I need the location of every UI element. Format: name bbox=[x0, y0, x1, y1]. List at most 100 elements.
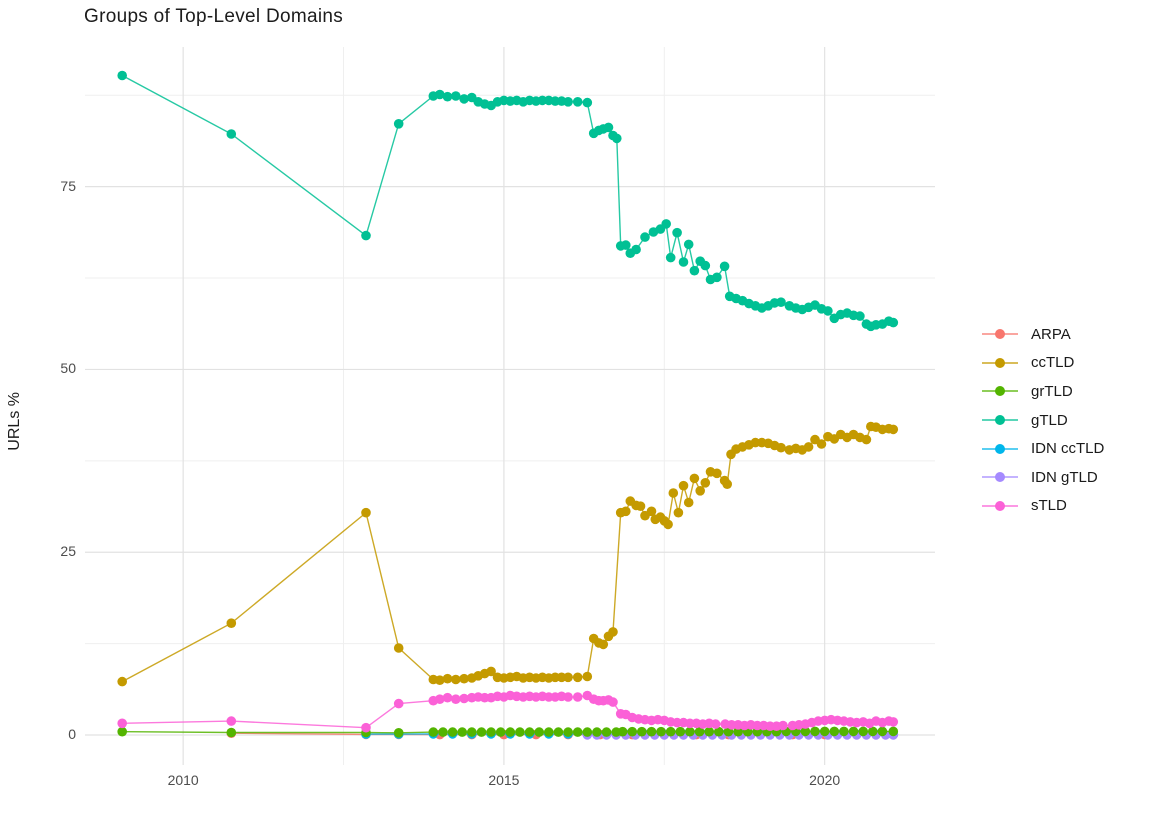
data-point bbox=[712, 272, 722, 283]
data-point bbox=[608, 627, 618, 637]
data-point bbox=[572, 97, 583, 107]
data-point bbox=[839, 726, 849, 737]
data-point bbox=[621, 240, 631, 250]
data-point bbox=[592, 727, 602, 737]
data-point bbox=[631, 244, 641, 255]
data-point bbox=[858, 726, 868, 737]
data-point bbox=[534, 727, 544, 737]
legend-item-grtld: grTLD bbox=[982, 377, 1104, 406]
data-point bbox=[712, 468, 722, 479]
chart-title: Groups of Top-Level Domains bbox=[84, 6, 344, 27]
data-point bbox=[700, 478, 711, 488]
data-point bbox=[598, 639, 609, 650]
legend-item-label: ARPA bbox=[1031, 325, 1071, 343]
data-point bbox=[663, 519, 673, 530]
data-point bbox=[544, 727, 554, 737]
data-point bbox=[678, 257, 689, 267]
data-point bbox=[714, 726, 724, 737]
data-point bbox=[635, 501, 646, 512]
data-point bbox=[467, 727, 477, 737]
data-point bbox=[673, 507, 684, 518]
data-point bbox=[888, 317, 899, 328]
data-point bbox=[447, 727, 458, 737]
data-point bbox=[393, 698, 404, 709]
data-point bbox=[553, 727, 564, 737]
data-point bbox=[888, 717, 899, 727]
data-point bbox=[776, 297, 786, 308]
data-point bbox=[661, 219, 671, 229]
series-grtld bbox=[117, 726, 899, 738]
data-point bbox=[733, 726, 743, 737]
data-point bbox=[563, 692, 573, 702]
data-point bbox=[694, 726, 705, 737]
data-point bbox=[778, 720, 788, 731]
legend-key-icon bbox=[982, 500, 1018, 512]
data-point bbox=[877, 726, 888, 737]
legend-key-icon bbox=[982, 357, 1018, 369]
data-point bbox=[495, 727, 506, 737]
data-point bbox=[442, 673, 453, 684]
legend-item-idn-gtld: IDN gTLD bbox=[982, 463, 1104, 492]
data-point bbox=[486, 666, 496, 677]
data-point bbox=[438, 727, 448, 737]
data-point bbox=[672, 227, 682, 238]
data-point bbox=[582, 671, 593, 682]
series-stld bbox=[117, 690, 899, 733]
data-point bbox=[451, 91, 461, 101]
data-point bbox=[685, 726, 695, 737]
data-point bbox=[640, 232, 650, 242]
data-point bbox=[819, 726, 830, 737]
data-point bbox=[637, 726, 647, 737]
data-point bbox=[442, 91, 453, 102]
data-point bbox=[451, 674, 461, 685]
x-tick-label-2010: 2010 bbox=[167, 772, 199, 788]
legend-item-label: grTLD bbox=[1031, 382, 1073, 400]
y-tick-label-50: 50 bbox=[60, 360, 76, 377]
legend-key-icon bbox=[982, 328, 1018, 340]
data-point bbox=[459, 673, 469, 684]
data-point bbox=[226, 727, 237, 738]
data-point bbox=[486, 727, 496, 737]
data-point bbox=[665, 726, 676, 737]
data-point bbox=[656, 726, 666, 737]
data-point bbox=[829, 726, 840, 737]
x-tick-label-2020: 2020 bbox=[809, 772, 841, 788]
data-point bbox=[393, 119, 404, 129]
data-point bbox=[476, 727, 487, 737]
data-point bbox=[719, 261, 730, 272]
data-point bbox=[572, 672, 583, 683]
data-point bbox=[689, 473, 700, 484]
data-point bbox=[810, 726, 820, 737]
data-point bbox=[695, 486, 705, 496]
data-point bbox=[800, 726, 811, 737]
gridlines bbox=[85, 47, 935, 765]
data-point bbox=[888, 424, 899, 435]
data-point bbox=[646, 726, 657, 737]
legend-item-arpa: ARPA bbox=[982, 320, 1104, 349]
data-point bbox=[646, 506, 657, 517]
data-point bbox=[361, 722, 371, 733]
data-point bbox=[582, 727, 593, 737]
data-point bbox=[563, 672, 573, 683]
data-point bbox=[572, 727, 583, 737]
legend-item-label: gTLD bbox=[1031, 411, 1068, 429]
y-tick-label-75: 75 bbox=[60, 177, 76, 194]
data-point bbox=[226, 716, 237, 726]
data-point bbox=[459, 693, 469, 704]
legend: ARPA ccTLD grTLD gTLD IDN ccTLD IDN gTLD… bbox=[982, 320, 1104, 520]
data-point bbox=[361, 507, 371, 518]
data-point bbox=[668, 488, 679, 498]
data-point bbox=[678, 480, 689, 491]
data-point bbox=[515, 727, 525, 737]
data-point bbox=[428, 727, 439, 737]
data-point bbox=[683, 239, 694, 250]
y-tick-label-0: 0 bbox=[68, 726, 76, 743]
data-point bbox=[803, 442, 814, 452]
data-point bbox=[848, 726, 859, 737]
legend-item-cctld: ccTLD bbox=[982, 349, 1104, 378]
legend-item-stld: sTLD bbox=[982, 492, 1104, 521]
legend-item-label: IDN ccTLD bbox=[1031, 440, 1105, 458]
data-point bbox=[722, 479, 732, 490]
series-cctld bbox=[117, 421, 899, 687]
